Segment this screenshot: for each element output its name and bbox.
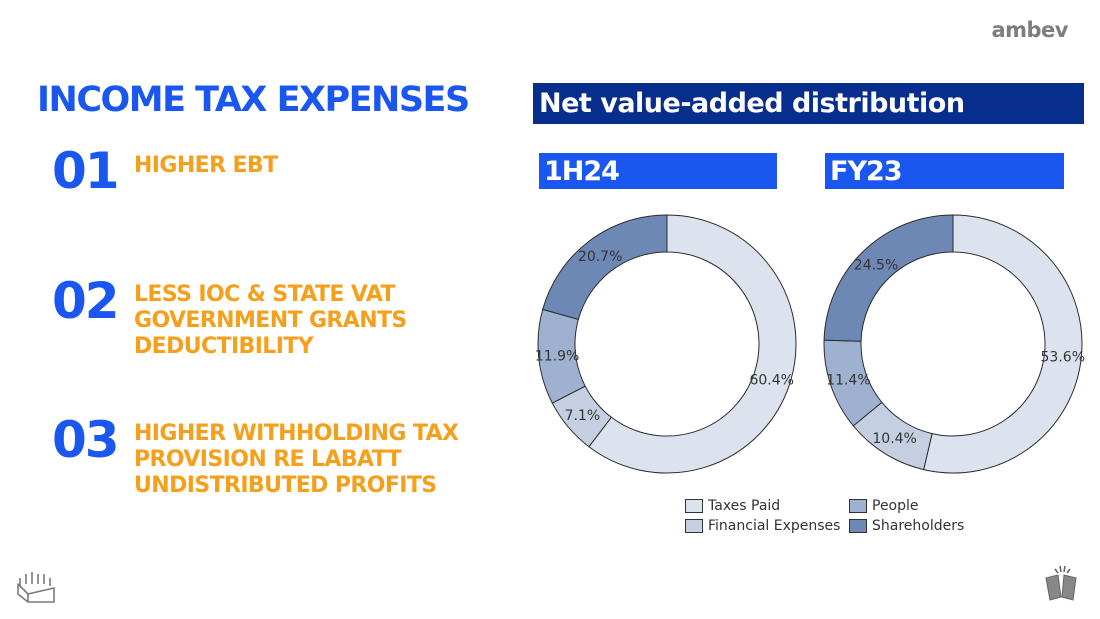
legend-swatch	[685, 499, 703, 513]
page-title: INCOME TAX EXPENSES	[37, 80, 470, 120]
chart-section-title: Net value-added distribution	[533, 83, 1084, 124]
point-number: 03	[52, 411, 120, 469]
point-text: HIGHER WITHHOLDING TAX PROVISION RE LABA…	[134, 421, 459, 499]
legend-label: Taxes Paid	[708, 498, 781, 514]
data-label-1h24-shareholders: 20.7%	[578, 249, 622, 265]
point-line: LESS IOC & STATE VAT	[134, 282, 396, 307]
data-label-1h24-financial-expenses: 7.1%	[565, 408, 601, 424]
data-label-fy23-shareholders: 24.5%	[854, 258, 898, 274]
beer-crate-icon	[17, 572, 55, 603]
donut-slice-1h24-shareholders	[542, 214, 668, 320]
point-line: HIGHER EBT	[134, 153, 278, 178]
legend-item-shareholders: Shareholders	[849, 518, 979, 534]
point-line: UNDISTRIBUTED PROFITS	[134, 473, 437, 498]
legend-item-financial-expenses: Financial Expenses	[685, 518, 849, 534]
point-number: 01	[52, 142, 120, 200]
chart-legend: Taxes Paid People Financial Expenses Sha…	[685, 498, 985, 534]
cheers-icon	[1045, 565, 1077, 601]
point-text: HIGHER EBT	[134, 153, 278, 179]
point-number: 02	[52, 272, 120, 330]
data-label-1h24-taxes-paid: 60.4%	[749, 372, 793, 388]
point-line: PROVISION RE LABATT	[134, 447, 402, 472]
legend-label: People	[872, 498, 919, 514]
legend-swatch	[849, 519, 867, 533]
legend-item-taxes-paid: Taxes Paid	[685, 498, 849, 514]
legend-swatch	[849, 499, 867, 513]
point-line: HIGHER WITHHOLDING TAX	[134, 421, 459, 446]
point-line: GOVERNMENT GRANTS	[134, 308, 407, 333]
legend-swatch	[685, 519, 703, 533]
data-label-1h24-people: 11.9%	[535, 348, 579, 364]
legend-label: Financial Expenses	[708, 518, 841, 534]
data-label-fy23-taxes-paid: 53.6%	[1041, 350, 1085, 366]
chart-title-1h24: 1H24	[539, 153, 777, 189]
legend-label: Shareholders	[872, 518, 965, 534]
donut-slice-1h24-taxes-paid	[588, 214, 797, 474]
chart-title-fy23: FY23	[825, 153, 1064, 189]
ambev-logo: ambev	[991, 18, 1068, 42]
data-label-fy23-financial-expenses: 10.4%	[872, 431, 916, 447]
donut-slice-fy23-shareholders	[823, 214, 954, 342]
data-label-fy23-people: 11.4%	[826, 373, 870, 389]
legend-item-people: People	[849, 498, 979, 514]
donut-slice-fy23-taxes-paid	[923, 214, 1083, 474]
point-line: DEDUCTIBILITY	[134, 334, 314, 359]
point-text: LESS IOC & STATE VAT GOVERNMENT GRANTS D…	[134, 282, 407, 360]
